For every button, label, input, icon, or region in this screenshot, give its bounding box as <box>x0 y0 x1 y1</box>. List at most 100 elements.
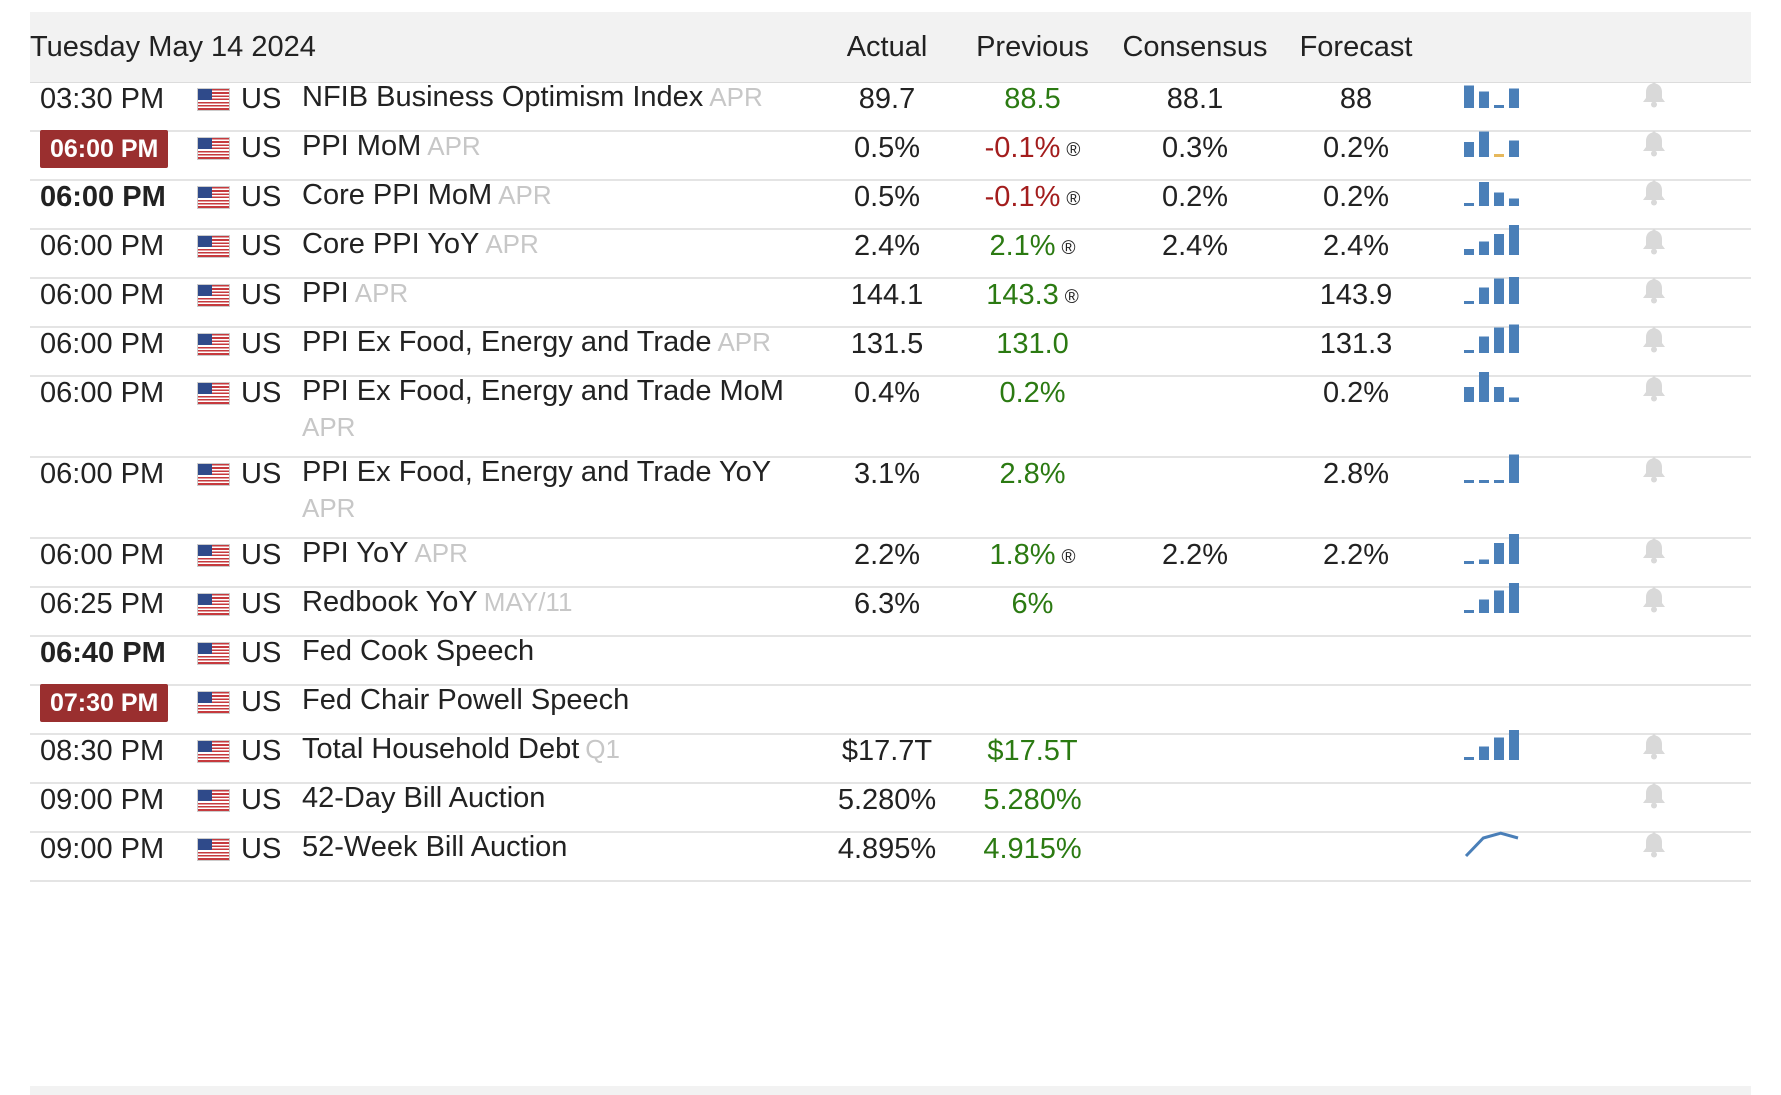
previous-value: $17.5T <box>987 735 1078 767</box>
revised-icon: ® <box>1064 287 1079 308</box>
table-row[interactable]: 07:30 PM US Fed Chair Powell Speech <box>30 684 1751 735</box>
forecast-value: 0.2% <box>1285 376 1427 458</box>
table-row[interactable]: 06:00 PM US PPI MoM APR 0.5% -0.1% ® 0.3% 0.2% <box>30 129 1751 181</box>
bell-icon[interactable] <box>1641 830 1667 858</box>
bell-icon[interactable] <box>1641 455 1667 483</box>
event-name-link[interactable]: Core PPI MoM <box>302 179 493 211</box>
sparkline-bar <box>1494 737 1504 760</box>
revised-icon: ® <box>1061 238 1076 259</box>
actual-value: 0.5% <box>814 180 960 230</box>
event-name-link[interactable]: PPI MoM <box>302 130 422 162</box>
event-name-link[interactable]: PPI Ex Food, Energy and Trade MoM <box>302 375 784 407</box>
actual-value: 2.2% <box>814 538 960 588</box>
event-name-link[interactable]: 42-Day Bill Auction <box>302 782 546 814</box>
table-row[interactable]: 06:40 PM US Fed Cook Speech <box>30 635 1751 686</box>
sparkline-bar <box>1479 241 1489 255</box>
bell-icon[interactable] <box>1641 781 1667 809</box>
event-name-link[interactable]: Fed Cook Speech <box>302 635 535 667</box>
bell-icon[interactable] <box>1641 227 1667 255</box>
country-cell: US <box>198 376 302 458</box>
event-name-link[interactable]: Core PPI YoY <box>302 228 480 260</box>
country-code: US <box>241 686 282 718</box>
bell-icon[interactable] <box>1641 80 1667 108</box>
forecast-value <box>1285 832 1427 882</box>
bell-icon[interactable] <box>1641 536 1667 564</box>
event-name-link[interactable]: 52-Week Bill Auction <box>302 831 568 863</box>
event-time-cell: 08:30 PM <box>30 734 198 784</box>
sparkline-chart[interactable] <box>1464 730 1520 760</box>
event-time: 09:00 PM <box>40 833 165 865</box>
actual-value: 2.4% <box>814 229 960 279</box>
us-flag-icon <box>198 839 229 860</box>
sparkline-bar <box>1509 225 1519 255</box>
sparkline-bar <box>1494 387 1504 402</box>
sparkline-cell <box>1427 82 1557 132</box>
alert-cell <box>1557 325 1751 377</box>
sparkline-chart[interactable] <box>1464 453 1520 483</box>
bell-icon[interactable] <box>1641 732 1667 760</box>
column-header-previous[interactable]: Previous <box>960 12 1105 83</box>
table-row[interactable]: 09:00 PM US 52-Week Bill Auction 4.895% 4.91… <box>30 830 1751 882</box>
table-row[interactable]: 06:00 PM US PPI Ex Food, Energy and Trade … <box>30 372 1751 458</box>
consensus-value: 88.1 <box>1105 82 1285 132</box>
event-name-link[interactable]: PPI YoY <box>302 537 409 569</box>
sparkline-chart[interactable] <box>1464 372 1520 402</box>
sparkline-chart[interactable] <box>1464 176 1520 206</box>
column-header-forecast[interactable]: Forecast <box>1285 12 1427 83</box>
event-cell: Fed Cook Speech <box>302 635 814 686</box>
sparkline-chart[interactable] <box>1464 583 1520 613</box>
event-name-link[interactable]: Redbook YoY <box>302 586 478 618</box>
sparkline-chart[interactable] <box>1464 78 1520 108</box>
table-row[interactable]: 03:30 PM US NFIB Business Optimism Index AP… <box>30 80 1751 132</box>
table-row[interactable]: 06:25 PM US Redbook YoY MAY/11 6.3% 6% <box>30 583 1751 637</box>
event-period: APR <box>485 229 539 259</box>
table-row[interactable]: 06:00 PM US Core PPI YoY APR 2.4% 2.1% ® 2.4% 2.… <box>30 225 1751 279</box>
table-row[interactable]: 08:30 PM US Total Household Debt Q1 $17.7T $1… <box>30 730 1751 784</box>
table-row[interactable]: 06:00 PM US Core PPI MoM APR 0.5% -0.1% ® 0.2% 0… <box>30 178 1751 230</box>
event-name-link[interactable]: PPI Ex Food, Energy and Trade <box>302 326 712 358</box>
sparkline-bar <box>1509 534 1519 564</box>
us-flag-icon <box>198 187 229 208</box>
column-header-consensus[interactable]: Consensus <box>1105 12 1285 83</box>
event-name-link[interactable]: NFIB Business Optimism Index <box>302 81 704 113</box>
table-row[interactable]: 09:00 PM US 42-Day Bill Auction 5.280% 5.280… <box>30 781 1751 833</box>
country-cell: US <box>198 832 302 882</box>
sparkline-chart[interactable] <box>1464 225 1520 255</box>
forecast-value <box>1285 734 1427 784</box>
sparkline-chart[interactable] <box>1464 274 1520 304</box>
bell-icon[interactable] <box>1641 585 1667 613</box>
sparkline-chart[interactable] <box>1464 534 1520 564</box>
sparkline-cell <box>1427 372 1557 458</box>
bell-icon[interactable] <box>1641 325 1667 353</box>
country-cell: US <box>198 538 302 588</box>
table-row[interactable]: 06:00 PM US PPI Ex Food, Energy and Trade … <box>30 454 1751 539</box>
us-flag-icon <box>198 383 229 404</box>
event-time-cell: 06:00 PM <box>30 278 198 328</box>
bell-icon[interactable] <box>1641 178 1667 206</box>
table-row[interactable]: 06:00 PM US PPI APR 144.1 143.3 ® 143.9 <box>30 276 1751 328</box>
consensus-value <box>1105 457 1285 539</box>
event-name-link[interactable]: Total Household Debt <box>302 733 580 765</box>
event-name-link[interactable]: PPI <box>302 277 349 309</box>
sparkline-chart[interactable] <box>1464 127 1520 157</box>
bell-icon[interactable] <box>1641 129 1667 157</box>
bell-icon[interactable] <box>1641 276 1667 304</box>
event-name-link[interactable]: Fed Chair Powell Speech <box>302 684 630 716</box>
bell-icon[interactable] <box>1641 374 1667 402</box>
sparkline-cell <box>1427 583 1557 637</box>
previous-cell: 0.2% <box>960 376 1105 458</box>
event-time-cell: 06:00 PM <box>30 327 198 377</box>
column-header-actual[interactable]: Actual <box>814 12 960 83</box>
actual-value: 5.280% <box>814 783 960 833</box>
event-name-link[interactable]: PPI Ex Food, Energy and Trade YoY <box>302 456 772 488</box>
table-row[interactable]: 06:00 PM US PPI YoY APR 2.2% 1.8% ® 2.2% 2.2% <box>30 534 1751 588</box>
country-code: US <box>241 539 282 571</box>
event-cell: 42-Day Bill Auction <box>302 782 814 833</box>
table-row[interactable]: 06:00 PM US PPI Ex Food, Energy and Trade A… <box>30 324 1751 377</box>
country-code: US <box>241 735 282 767</box>
sparkline-bar <box>1464 480 1474 483</box>
country-cell: US <box>198 636 302 686</box>
sparkline-chart[interactable] <box>1464 828 1520 858</box>
sparkline-chart[interactable] <box>1464 323 1520 353</box>
revised-icon: ® <box>1066 189 1081 210</box>
